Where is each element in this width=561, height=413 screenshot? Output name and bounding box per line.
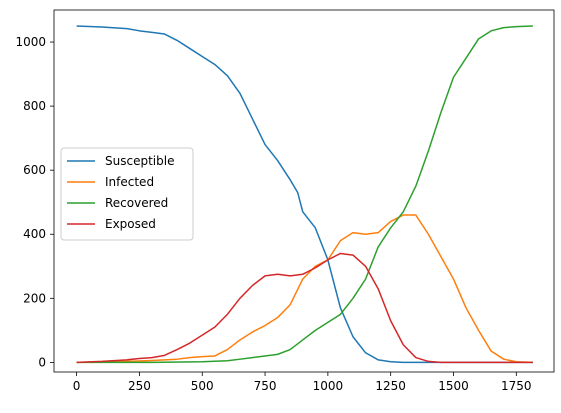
x-tick-label: 0 [73,379,81,393]
y-tick-label: 600 [23,163,46,177]
y-tick-label: 0 [38,355,46,369]
plot-frame [53,9,555,373]
plot-lines [76,25,533,364]
x-tick-label: 1250 [375,379,406,393]
x-tick-label: 1500 [438,379,469,393]
series-line-infected [76,214,533,364]
series-line-susceptible [76,25,533,364]
x-tick-label: 1750 [501,379,532,393]
x-tick-label: 750 [254,379,277,393]
legend-box [60,147,194,241]
y-tick-label: 800 [23,99,46,113]
series-line-exposed [76,252,533,364]
x-tick-label: 500 [191,379,214,393]
legend-label-infected: Infected [105,175,154,189]
legend-label-susceptible: Susceptible [105,154,174,168]
x-tick-label: 250 [128,379,151,393]
series-line-recovered [76,25,533,364]
legend-label-recovered: Recovered [105,196,168,210]
legend: Susceptible Infected Recovered Exposed [60,147,194,241]
axes: 0 250 500 750 1000 1250 1500 1750 0 200 400 600 800 1… [15,9,555,393]
y-tick-label: 200 [23,291,46,305]
legend-label-exposed: Exposed [105,217,156,231]
y-tick-label: 400 [23,227,46,241]
y-tick-label: 1000 [15,35,46,49]
x-tick-label: 1000 [313,379,344,393]
